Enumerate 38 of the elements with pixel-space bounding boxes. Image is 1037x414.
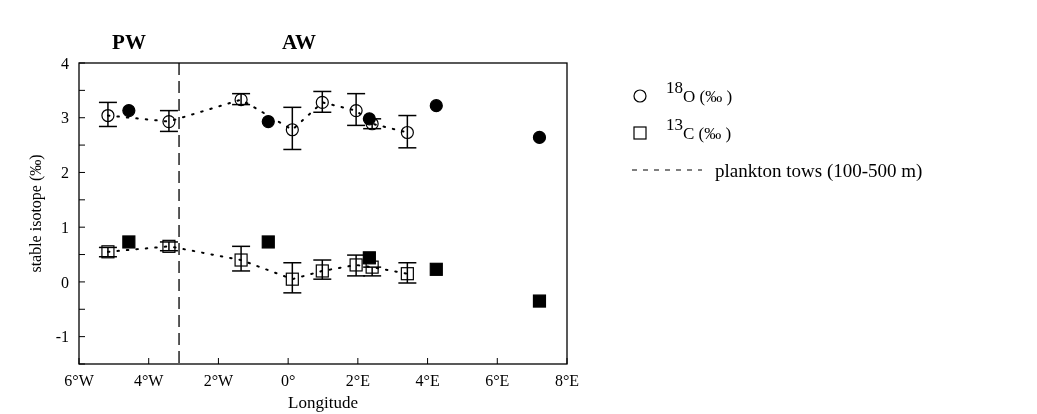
point — [285, 123, 299, 137]
point — [315, 95, 329, 109]
point — [349, 258, 363, 272]
x-tick-label: 6°E — [485, 372, 510, 389]
point — [101, 108, 115, 123]
x-tick-label: 0° — [280, 372, 296, 389]
x-tick-label: 2°W — [203, 372, 235, 389]
point — [285, 272, 299, 286]
point — [261, 235, 275, 249]
point — [400, 267, 414, 281]
point — [532, 294, 547, 308]
y-tick-label: 0 — [61, 273, 69, 291]
x-tick-label: 4°E — [415, 372, 440, 389]
y-tick-label: 2 — [61, 164, 69, 182]
x-axis-title: Longitude — [288, 393, 358, 412]
point — [162, 114, 176, 129]
text: AW — [282, 30, 316, 54]
point — [122, 104, 136, 118]
x-tick-label: 8°E — [554, 372, 580, 389]
text: PW — [112, 30, 146, 54]
point — [261, 114, 275, 129]
x-tick-label: 2°E — [345, 372, 370, 389]
point — [234, 253, 248, 267]
point — [532, 130, 547, 145]
point — [429, 262, 443, 276]
point — [429, 99, 443, 113]
point — [349, 104, 363, 118]
y-axis-title: stable isotope (‰) — [27, 154, 45, 273]
x-tick-label: 6°W — [64, 372, 95, 389]
y-tick-label: 1 — [61, 218, 69, 236]
point — [315, 264, 329, 278]
legend-label: plankton tows (100-500 m) — [715, 159, 923, 182]
x-tick-label: 4°W — [133, 372, 165, 389]
y-tick-label: 4 — [61, 54, 69, 72]
y-tick-label: -1 — [55, 328, 69, 346]
y-tick-label: 3 — [61, 109, 69, 127]
point — [122, 235, 136, 249]
point — [400, 125, 414, 140]
